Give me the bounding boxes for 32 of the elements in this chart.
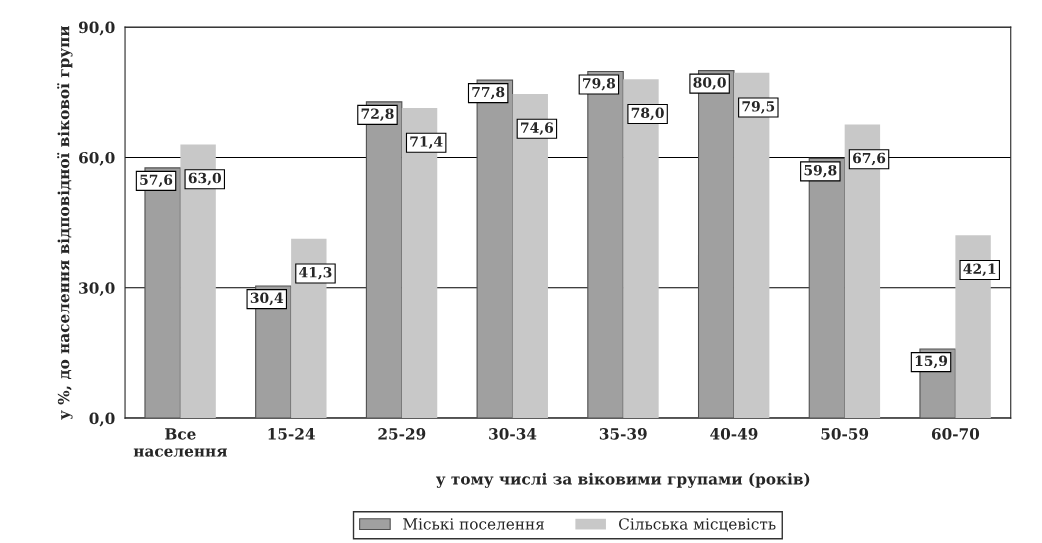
data-label: 78,0: [631, 107, 664, 121]
data-label: 41,3: [299, 266, 332, 280]
data-label: 79,8: [583, 78, 616, 91]
data-label: 74,6: [521, 122, 554, 135]
data-label: 80,0: [693, 77, 726, 90]
x-tick-label: 50-59: [821, 428, 869, 440]
data-label: 67,6: [852, 152, 886, 166]
y-axis-title: у %, до населення відповідної вікової групи: [57, 25, 73, 420]
y-tick-label: 0,0: [89, 412, 115, 427]
x-tick-label: 30-34: [489, 428, 537, 440]
x-tick-label: 35-39: [599, 428, 647, 440]
data-label: 79,5: [742, 101, 775, 114]
data-label: 77,8: [472, 86, 505, 100]
data-label: 42,1: [963, 263, 996, 277]
data-label: 57,6: [140, 174, 173, 188]
data-label: 59,8: [804, 164, 837, 178]
data-label: 72,8: [361, 108, 394, 122]
y-tick-label: 30,0: [79, 282, 115, 297]
y-tick-label: 60,0: [79, 151, 115, 166]
text: у тому числі за віковими групами (років): [435, 472, 810, 488]
data-label: 71,4: [410, 136, 443, 149]
y-tick-label: 90,0: [78, 21, 115, 36]
x-tick-label: 40-49: [710, 428, 758, 440]
data-label: 63,0: [188, 172, 222, 186]
x-tick-label: Все населення: [133, 428, 227, 457]
x-tick-label: 15-24: [268, 428, 315, 440]
legend-label: Сільська місцевість: [619, 518, 776, 532]
x-tick-label: 25-29: [378, 428, 426, 440]
x-tick-label: 60-70: [931, 428, 980, 440]
legend-label: Міські поселення: [403, 518, 545, 530]
data-label: 30,4: [250, 292, 284, 306]
data-label: 15,9: [915, 355, 948, 369]
